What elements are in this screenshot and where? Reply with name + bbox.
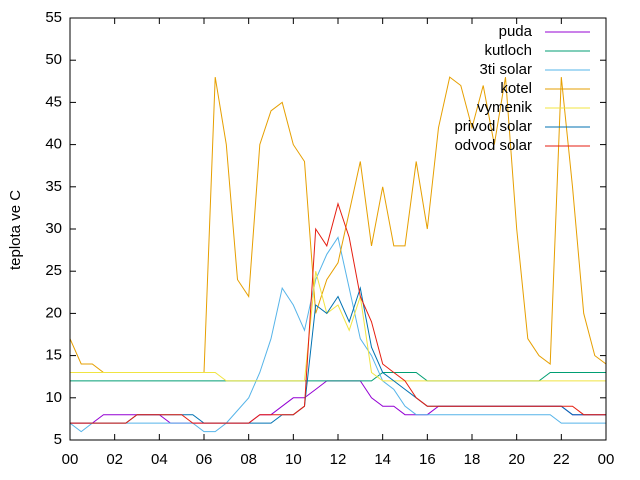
y-axis-label: teplota ve C xyxy=(7,190,24,270)
x-tick-label: 20 xyxy=(508,451,525,468)
y-tick-label: 25 xyxy=(45,262,62,279)
legend-label: vymenik xyxy=(477,99,533,116)
y-tick-label: 45 xyxy=(45,93,62,110)
x-tick-label: 22 xyxy=(553,451,570,468)
series-line xyxy=(70,380,606,424)
series-line xyxy=(70,372,606,382)
x-tick-label: 00 xyxy=(62,451,79,468)
y-tick-label: 30 xyxy=(45,220,62,237)
legend-label: kutloch xyxy=(484,42,532,59)
y-tick-label: 10 xyxy=(45,389,62,406)
x-tick-label: 02 xyxy=(106,451,123,468)
y-tick-label: 35 xyxy=(45,178,62,195)
x-tick-label: 14 xyxy=(374,451,391,468)
y-tick-label: 50 xyxy=(45,51,62,68)
x-tick-label: 10 xyxy=(285,451,302,468)
y-tick-label: 5 xyxy=(54,431,62,448)
y-tick-label: 15 xyxy=(45,347,62,364)
x-tick-label: 04 xyxy=(151,451,168,468)
legend-label: privod solar xyxy=(454,118,532,135)
series-line xyxy=(70,201,606,424)
legend-label: odvod solar xyxy=(454,137,532,154)
plot-border xyxy=(69,17,607,441)
x-tick-label: 18 xyxy=(464,451,481,468)
series-line xyxy=(70,271,606,382)
x-tick-label: 12 xyxy=(330,451,347,468)
series-line xyxy=(70,286,606,424)
y-tick-label: 55 xyxy=(45,9,62,26)
y-tick-label: 40 xyxy=(45,136,62,153)
legend-label: kotel xyxy=(500,80,532,97)
series-line xyxy=(69,236,606,433)
x-tick-label: 08 xyxy=(240,451,257,468)
x-tick-label: 16 xyxy=(419,451,436,468)
legend-label: puda xyxy=(499,23,533,40)
legend-label: 3ti solar xyxy=(479,61,532,78)
x-tick-label: 00 xyxy=(598,451,615,468)
y-tick-label: 20 xyxy=(45,304,62,321)
x-tick-label: 06 xyxy=(196,451,213,468)
